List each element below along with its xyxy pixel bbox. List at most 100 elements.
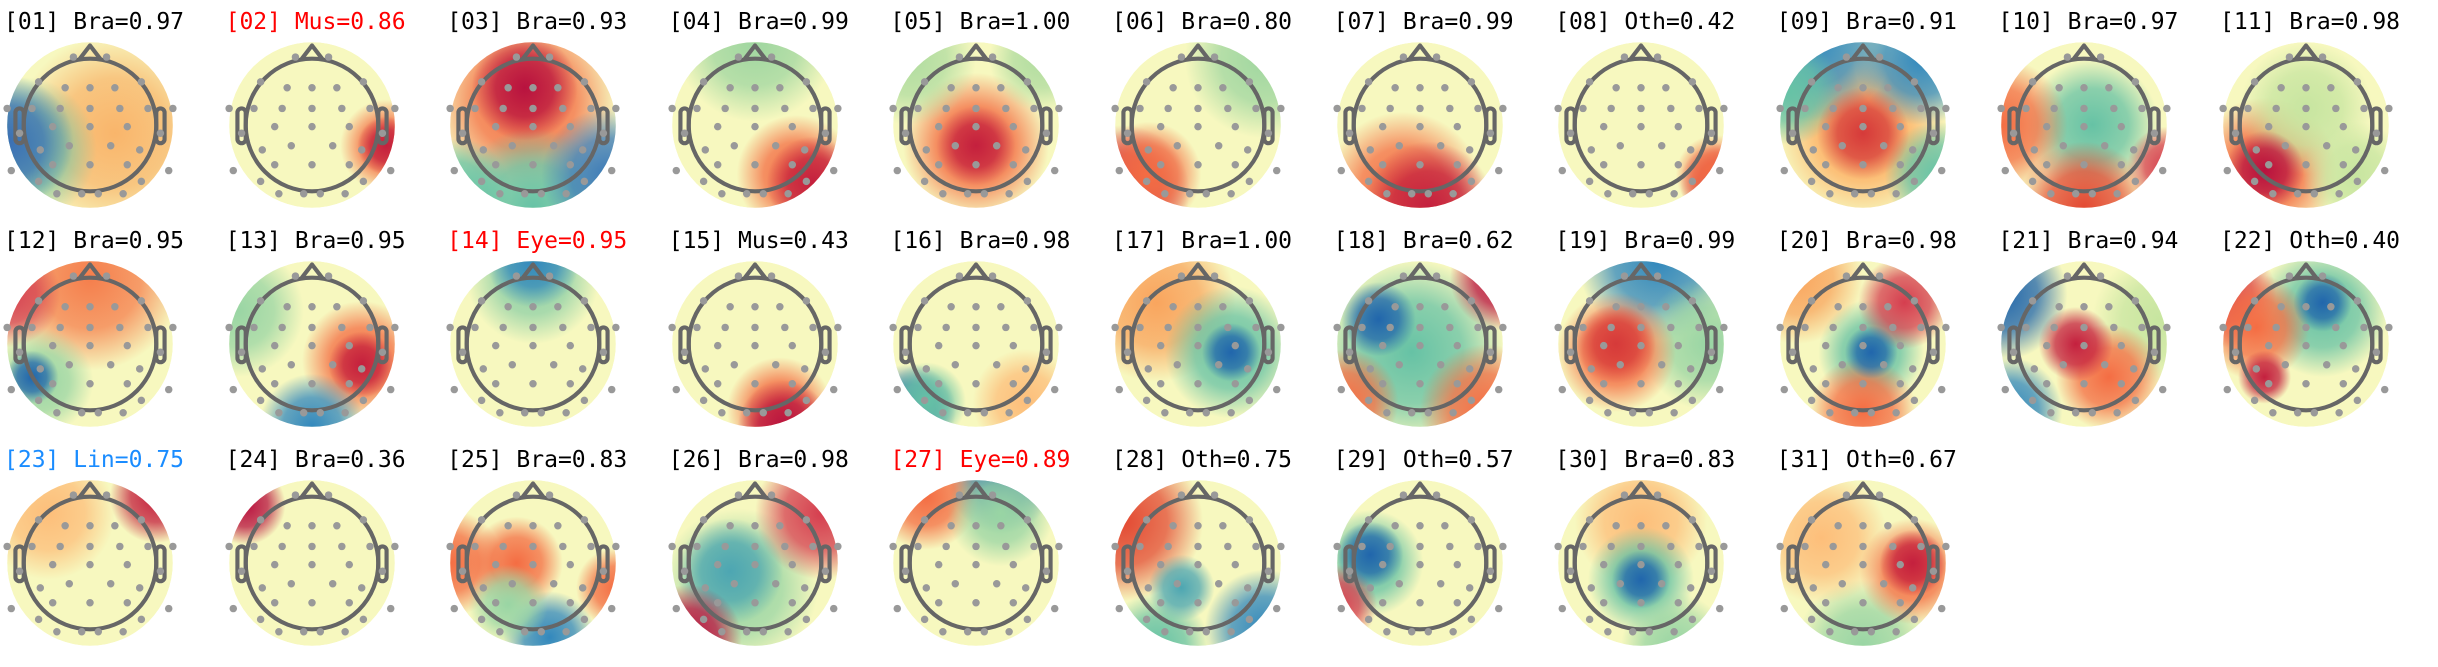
electrode-dot bbox=[1629, 409, 1637, 417]
electrode-dot bbox=[802, 297, 810, 305]
electrode-dot bbox=[1161, 628, 1169, 636]
electrode-dot bbox=[471, 323, 479, 332]
electrode-dot bbox=[1169, 302, 1177, 311]
electrode-dot bbox=[270, 122, 279, 131]
electrode-dot bbox=[1185, 409, 1194, 417]
electrode-dot bbox=[359, 516, 367, 524]
electrode-dot bbox=[1917, 323, 1925, 332]
electrode-dot bbox=[365, 542, 374, 551]
electrode-dot bbox=[1473, 323, 1482, 332]
electrode-dot bbox=[1395, 360, 1403, 369]
electrode-dot bbox=[972, 599, 981, 607]
component-cell: [12] Bra=0.95 bbox=[0, 219, 221, 433]
electrode-dot bbox=[144, 104, 152, 113]
electrode-dot bbox=[2335, 409, 2343, 417]
electrode-dot bbox=[478, 615, 486, 624]
electrode-dot bbox=[1473, 542, 1482, 551]
electrode-dot bbox=[1115, 166, 1124, 175]
component-cell: [07] Bra=0.99 bbox=[1330, 0, 1551, 214]
electrode-dot bbox=[717, 628, 726, 636]
electrode-dot bbox=[537, 190, 546, 198]
electrode-dot bbox=[61, 521, 69, 530]
electrode-dot bbox=[935, 599, 943, 607]
electrode-dot bbox=[1720, 104, 1728, 113]
electrode-dot bbox=[1494, 604, 1503, 613]
topomap bbox=[1554, 42, 1728, 208]
electrode-dot bbox=[2080, 104, 2089, 113]
electrode-dot bbox=[450, 604, 459, 613]
electrode-dot bbox=[1600, 341, 1608, 350]
electrode-dot bbox=[34, 177, 43, 186]
electrode-dot bbox=[1453, 341, 1461, 350]
electrode-dot bbox=[1194, 104, 1202, 113]
electrode-dot bbox=[713, 341, 722, 350]
electrode-dot bbox=[734, 491, 742, 499]
electrode-dot bbox=[784, 190, 792, 198]
electrode-dot bbox=[1022, 365, 1030, 373]
electrode-dot bbox=[579, 584, 587, 592]
electrode-dot bbox=[997, 83, 1005, 92]
electrode-dot bbox=[2043, 341, 2051, 350]
electrode-dot bbox=[1043, 129, 1051, 138]
electrode-dot bbox=[1161, 190, 1169, 198]
electrode-dot bbox=[1637, 341, 1645, 350]
electrode-dot bbox=[287, 141, 295, 150]
topomap bbox=[446, 480, 620, 646]
electrode-dot bbox=[2339, 380, 2348, 388]
electrode-dot bbox=[86, 380, 94, 388]
head-outline-icon bbox=[1121, 43, 1275, 194]
head-outline-icon bbox=[1786, 262, 1940, 413]
electrode-dot bbox=[1780, 385, 1788, 394]
electrode-dot bbox=[137, 396, 146, 405]
electrode-dot bbox=[2353, 396, 2362, 405]
electrode-dot bbox=[972, 521, 981, 530]
electrode-dot bbox=[328, 579, 337, 588]
component-label: [24] Bra=0.36 bbox=[225, 447, 406, 473]
electrode-dot bbox=[2285, 53, 2294, 61]
component-cell: [28] Oth=0.75 bbox=[1108, 438, 1329, 652]
electrode-dot bbox=[61, 83, 69, 92]
electrode-dot bbox=[1231, 341, 1240, 350]
electrode-dot bbox=[1415, 380, 1424, 388]
electrode-dot bbox=[1776, 323, 1784, 332]
electrode-dot bbox=[2130, 365, 2138, 373]
electrode-dot bbox=[287, 360, 295, 369]
electrode-dot bbox=[1607, 323, 1616, 332]
electrode-dot bbox=[1436, 141, 1445, 150]
electrode-dot bbox=[1616, 360, 1625, 369]
topomap bbox=[225, 42, 399, 208]
electrode-dot bbox=[1391, 302, 1399, 311]
electrode-dot bbox=[566, 161, 575, 169]
electrode-dot bbox=[1366, 146, 1374, 154]
electrode-dot bbox=[1467, 516, 1475, 524]
electrode-dot bbox=[2097, 272, 2105, 280]
electrode-dot bbox=[833, 104, 842, 113]
electrode-dot bbox=[1941, 104, 1950, 113]
electrode-dot bbox=[1043, 348, 1051, 357]
electrode-dot bbox=[1554, 104, 1563, 113]
electrode-dot bbox=[270, 161, 279, 169]
electrode-dot bbox=[2293, 190, 2302, 198]
electrode-dot bbox=[734, 53, 742, 61]
electrode-dot bbox=[34, 78, 43, 86]
topomap bbox=[1997, 42, 2171, 208]
head-outline-icon bbox=[234, 481, 389, 632]
electrode-dot bbox=[580, 396, 589, 405]
electrode-dot bbox=[1586, 177, 1594, 186]
electrode-dot bbox=[2130, 146, 2138, 154]
electrode-dot bbox=[2022, 104, 2031, 113]
electrode-dot bbox=[951, 579, 960, 588]
electrode-dot bbox=[1231, 380, 1240, 388]
electrode-dot bbox=[829, 385, 838, 394]
electrode-dot bbox=[2353, 78, 2362, 86]
electrode-dot bbox=[2113, 409, 2122, 417]
electrode-dot bbox=[1807, 396, 1816, 405]
electrode-dot bbox=[1662, 302, 1670, 311]
component-label: [11] Bra=0.98 bbox=[2220, 9, 2401, 35]
electrode-dot bbox=[1024, 177, 1032, 186]
electrode-dot bbox=[1024, 297, 1032, 305]
electrode-dot bbox=[1245, 177, 1254, 186]
electrode-dot bbox=[1662, 83, 1670, 92]
electrode-dot bbox=[2223, 166, 2232, 175]
electrode-dot bbox=[1674, 161, 1683, 169]
